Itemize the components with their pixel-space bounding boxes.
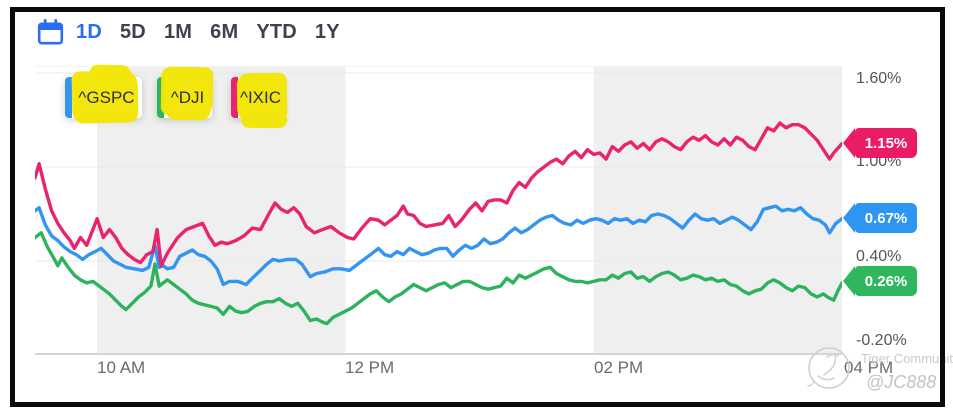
price-chart-plot — [35, 66, 842, 355]
tiger-logo-icon — [807, 347, 850, 389]
tab-ytd[interactable]: YTD — [256, 20, 297, 43]
legend-item-dji[interactable]: ^DJI — [157, 66, 214, 118]
range-tabs: 1D 5D 1M 6M YTD 1Y — [76, 21, 340, 44]
ixic-last-value-tag: 1.15% — [843, 128, 917, 158]
gspc-color-bar — [65, 77, 72, 118]
legend-item-gspc[interactable]: ^GSPC — [65, 70, 142, 124]
ixic-color-bar — [231, 77, 238, 118]
tab-1m[interactable]: 1M — [163, 20, 193, 43]
x-axis-tick: 02 PM — [594, 358, 644, 377]
tab-1y[interactable]: 1Y — [314, 20, 340, 43]
watermark-username: @JC888 — [866, 372, 937, 392]
legend-symbol-label: ^GSPC — [78, 87, 135, 107]
y-axis-tick: -0.20% — [856, 332, 907, 349]
legend-symbol-label: ^DJI — [170, 87, 205, 107]
x-axis-tick: 10 AM — [97, 358, 146, 377]
gspc-last-value-tag: 0.67% — [843, 203, 917, 233]
y-axis-tick: 1.60% — [856, 70, 902, 87]
calendar-icon[interactable] — [37, 18, 64, 46]
tab-6m[interactable]: 6M — [210, 20, 239, 43]
legend-item-ixic[interactable]: ^IXIC — [231, 72, 288, 123]
gspc-last-value: 0.67% — [864, 209, 908, 227]
legend-symbol-label: ^IXIC — [239, 87, 282, 107]
dji-last-value-tag: 0.26% — [843, 266, 917, 296]
ixic-last-value: 1.15% — [864, 134, 908, 152]
x-axis-tick: 04 PM — [844, 358, 894, 377]
tab-5d[interactable]: 5D — [119, 20, 146, 43]
dji-last-value: 0.26% — [864, 272, 908, 290]
range-toolbar: 1D 5D 1M 6M YTD 1Y — [37, 17, 340, 47]
tab-1d[interactable]: 1D — [76, 20, 102, 43]
watermark-community: Tiger Community — [861, 351, 953, 366]
x-axis-tick: 12 PM — [345, 358, 395, 377]
y-axis-tick: 0.40% — [856, 248, 902, 265]
